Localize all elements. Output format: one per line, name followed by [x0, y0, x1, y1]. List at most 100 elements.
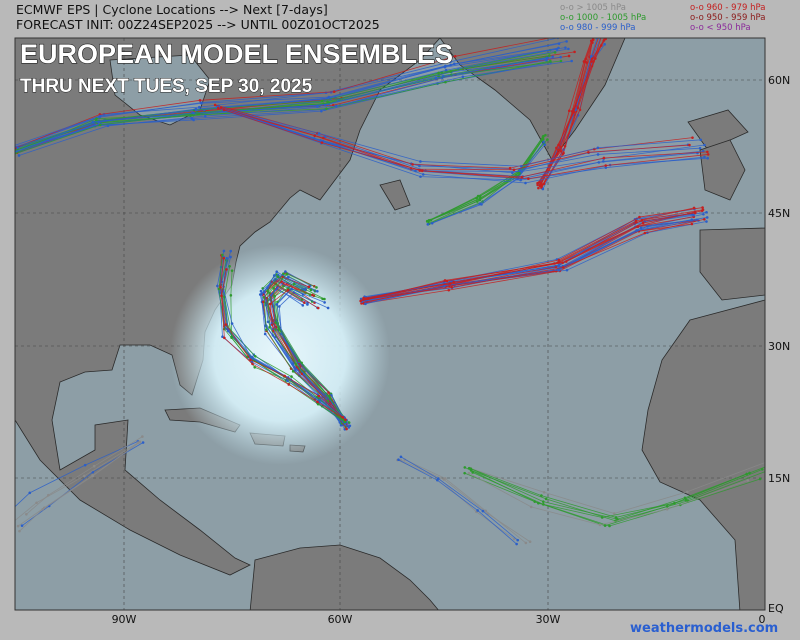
track-line	[15, 57, 547, 153]
track-point	[685, 490, 689, 494]
track-line	[219, 107, 705, 172]
track-point	[316, 306, 320, 310]
track-point	[317, 132, 321, 135]
track-point	[95, 117, 98, 121]
track-point	[559, 55, 562, 59]
track-point	[643, 231, 647, 235]
map-area	[15, 38, 765, 610]
track-point	[251, 362, 254, 366]
track-point	[541, 137, 545, 141]
track-point	[282, 272, 285, 275]
legend-entry: o-o 960 - 979 hPa	[690, 3, 765, 13]
track-point	[348, 424, 352, 428]
legend-entry: o-o 950 - 959 hPa	[690, 13, 765, 23]
header-line1: ECMWF EPS | Cyclone Locations --> Next […	[16, 2, 328, 17]
track-point	[600, 516, 604, 519]
track-point	[98, 114, 102, 118]
track-point	[321, 297, 324, 301]
track-point	[524, 541, 528, 545]
track-point	[639, 226, 643, 230]
track-point	[542, 182, 546, 186]
track-point	[537, 186, 540, 190]
track-point	[25, 513, 28, 516]
track-point	[316, 289, 319, 293]
track-line	[15, 59, 547, 154]
track-point	[230, 322, 234, 325]
track-point	[228, 264, 231, 268]
track-point	[326, 100, 329, 103]
track-point	[705, 220, 708, 223]
track-point	[702, 212, 705, 216]
legend-entry: o-o 980 - 999 hPa	[560, 23, 635, 33]
track-point	[136, 441, 140, 444]
track-line	[18, 60, 572, 156]
track-point	[516, 538, 520, 542]
track-point	[699, 138, 702, 142]
track-point	[760, 468, 764, 471]
track-point	[562, 151, 565, 155]
track-point	[536, 181, 539, 185]
track-point	[690, 218, 694, 221]
track-point	[604, 38, 607, 41]
track-point	[364, 302, 367, 306]
track-point	[309, 288, 313, 292]
track-point	[524, 181, 527, 185]
track-point	[641, 221, 645, 225]
track-point	[463, 471, 466, 475]
track-point	[476, 194, 480, 198]
track-point	[300, 372, 304, 376]
lat-label: 30N	[768, 340, 790, 353]
track-point	[106, 124, 110, 128]
track-point	[527, 177, 530, 181]
track-point	[16, 524, 20, 528]
track-point	[230, 335, 234, 339]
track-point	[594, 57, 597, 60]
track-point	[229, 255, 232, 259]
track-point	[326, 96, 330, 100]
track-point	[222, 108, 226, 112]
track-point	[307, 285, 311, 289]
track-point	[194, 107, 198, 111]
track-point	[306, 303, 309, 306]
track-point	[463, 466, 467, 469]
track-point	[467, 466, 471, 470]
track-point	[540, 494, 543, 497]
track-point	[604, 164, 608, 167]
track-point	[555, 48, 559, 51]
track-line	[398, 459, 517, 545]
track-point	[419, 160, 422, 163]
track-point	[429, 218, 433, 222]
track-point	[343, 420, 346, 424]
track-point	[561, 261, 564, 264]
track-point	[284, 270, 287, 273]
track-point	[443, 284, 446, 288]
track-point	[542, 140, 545, 144]
track-point	[596, 153, 600, 156]
track-point	[478, 196, 482, 200]
land	[15, 38, 765, 610]
track-point	[589, 55, 593, 58]
legend-entry: o-o 1000 - 1005 hPa	[560, 13, 646, 23]
track-point	[344, 418, 347, 422]
track-point	[268, 326, 271, 329]
track-point	[444, 68, 448, 72]
track-point	[316, 402, 320, 406]
track-point	[570, 59, 573, 63]
track-line	[15, 38, 552, 149]
track-point	[311, 293, 314, 297]
track-point	[276, 275, 280, 278]
track-point	[253, 354, 257, 358]
track-point	[614, 516, 618, 519]
track-point	[551, 55, 555, 58]
track-point	[216, 284, 219, 288]
track-point	[274, 321, 278, 324]
track-point	[511, 171, 514, 175]
storm-tracks	[15, 38, 765, 546]
track-point	[590, 60, 593, 63]
track-line	[222, 108, 705, 181]
track-point	[706, 156, 709, 160]
track-point	[290, 287, 293, 291]
track-point	[467, 471, 471, 475]
track-line	[223, 109, 709, 180]
